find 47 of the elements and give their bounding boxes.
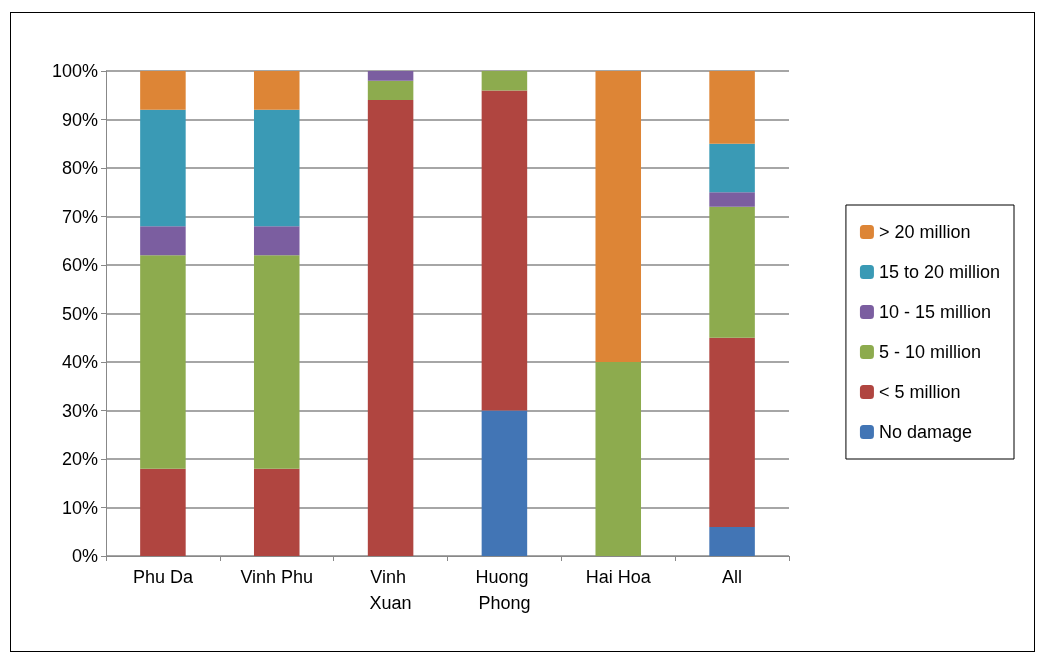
bar xyxy=(140,109,186,227)
legend-label: No damage xyxy=(878,422,972,442)
legend-label: 5 - 10 million xyxy=(878,342,981,362)
legend-label: > 20 million xyxy=(878,222,971,242)
bar xyxy=(709,337,755,527)
bar xyxy=(481,410,528,556)
y-tick-label: 100% xyxy=(51,61,98,81)
bar xyxy=(367,80,414,101)
x-tick-label: All xyxy=(722,567,743,587)
bar xyxy=(709,143,755,193)
legend-label: 15 to 20 million xyxy=(878,262,1001,282)
bar xyxy=(595,362,642,556)
bar xyxy=(481,71,528,91)
bar xyxy=(253,71,300,110)
bar xyxy=(140,71,186,110)
bar xyxy=(709,206,755,338)
bar xyxy=(595,71,642,362)
bar xyxy=(709,192,755,207)
bar xyxy=(140,255,186,469)
bar xyxy=(481,90,528,411)
x-tick-label: Vinh Xuan xyxy=(369,567,412,613)
y-tick-label: 30% xyxy=(61,400,98,421)
y-tick-label: 10% xyxy=(61,497,98,518)
bar xyxy=(709,71,755,144)
bar xyxy=(140,226,186,256)
y-tick-label: 20% xyxy=(61,449,98,469)
x-tick-label: Vinh Phu xyxy=(240,567,314,587)
bar xyxy=(253,226,300,256)
x-tick-label: Phu Da xyxy=(132,567,194,587)
y-tick-label: 50% xyxy=(61,303,98,324)
y-tick-label: 70% xyxy=(61,206,98,227)
y-tick-label: 40% xyxy=(61,352,98,372)
bar xyxy=(253,468,300,556)
y-tick-label: 80% xyxy=(61,158,98,178)
bar xyxy=(367,100,414,556)
bar xyxy=(367,71,414,81)
y-tick-label: 90% xyxy=(61,109,98,130)
legend-label: < 5 million xyxy=(878,382,961,402)
y-tick-label: 60% xyxy=(61,255,98,275)
y-tick-label: 0% xyxy=(71,546,98,566)
x-tick-label: Hai Hoa xyxy=(585,567,652,587)
bar xyxy=(709,526,755,556)
bar xyxy=(140,468,186,556)
legend-label: 10 - 15 million xyxy=(878,302,991,322)
bar xyxy=(253,255,300,469)
bar xyxy=(253,109,300,227)
x-tick-label: Huong Phong xyxy=(475,567,534,613)
